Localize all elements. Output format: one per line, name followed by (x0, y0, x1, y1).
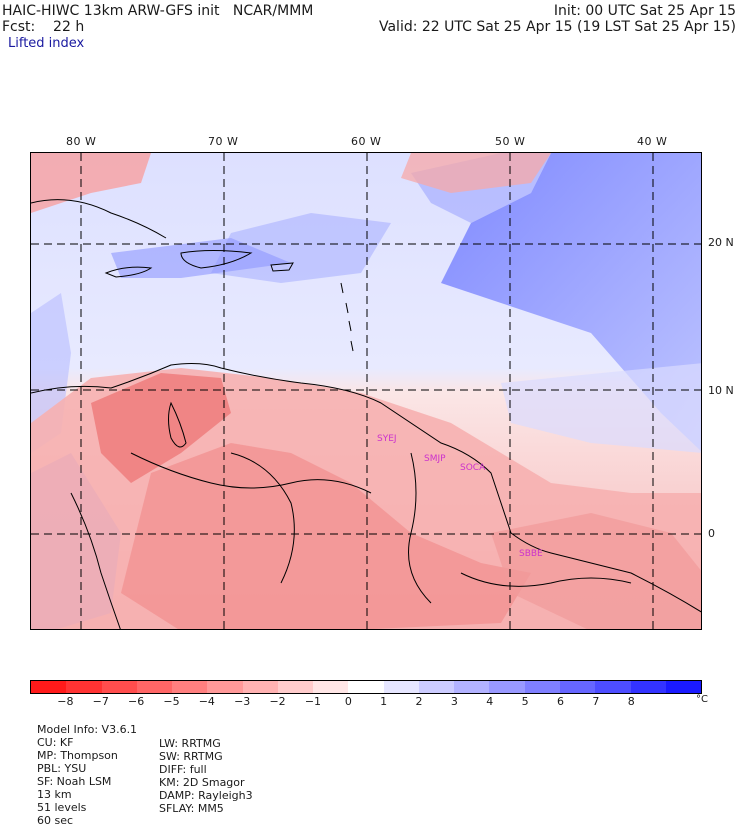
lon-label-60w: 60 W (351, 135, 382, 148)
colorbar-tick-label: −2 (269, 695, 286, 708)
init-time: Init: 00 UTC Sat 25 Apr 15 (553, 3, 736, 19)
colorbar-unit: °C (696, 694, 708, 705)
graticule (31, 153, 701, 629)
lat-label-20n: 20 N (708, 236, 734, 249)
colorbar-swatch (559, 681, 596, 693)
colorbar-tick-label: 2 (415, 695, 423, 708)
colorbar-tick-label: −3 (234, 695, 251, 708)
footer-line1: Model Info: V3.6.1 CU: KF MP: Thompson P… (30, 710, 151, 827)
colorbar-swatch (630, 681, 666, 693)
footer-line2: LW: RRTMG SW: RRTMG DIFF: full KM: 2D Sm… (152, 724, 263, 815)
colorbar-swatch (348, 681, 384, 693)
colorbar-swatch (524, 681, 560, 693)
lon-label-70w: 70 W (208, 135, 239, 148)
footer-model-info: Model Info: V3.6.1 (37, 723, 138, 736)
station-soca: SOCA (460, 463, 486, 473)
colorbar-swatch (136, 681, 173, 693)
colorbar-tick-label: −8 (57, 695, 74, 708)
colorbar-tick-label: 6 (557, 695, 565, 708)
footer-km: KM: 2D Smagor (159, 776, 245, 789)
footer-sw: SW: RRTMG (159, 750, 223, 763)
colorbar-swatch (418, 681, 455, 693)
lon-label-50w: 50 W (495, 135, 526, 148)
footer-res: 13 km (37, 788, 72, 801)
forecast-hour: Fcst: 22 h (2, 19, 85, 35)
station-syej: SYEJ (377, 434, 397, 444)
colorbar-tick-label: 5 (521, 695, 529, 708)
station-smjp: SMJP (424, 454, 446, 464)
footer-cu: CU: KF (37, 736, 74, 749)
valid-time: Valid: 22 UTC Sat 25 Apr 15 (19 LST Sat … (378, 19, 736, 35)
colorbar-tick-label: 0 (344, 695, 352, 708)
lon-label-80w: 80 W (66, 135, 97, 148)
footer-sflay: SFLAY: MM5 (159, 802, 224, 815)
footer-diff: DIFF: full (159, 763, 207, 776)
colorbar-swatch (31, 681, 67, 693)
colorbar-tick-label: −5 (163, 695, 180, 708)
unstable-core-brazil (491, 513, 701, 629)
colorbar-swatch (454, 681, 490, 693)
footer-mp: MP: Thompson (37, 749, 118, 762)
field-name: Lifted index (8, 36, 85, 51)
lifted-index-map: SYEJ SMJP SOCA SBBE (30, 152, 702, 630)
unstable-core-colombia (91, 373, 231, 483)
station-sbbe: SBBE (519, 549, 543, 559)
colorbar-swatch (665, 681, 702, 693)
colorbar-swatch (313, 681, 349, 693)
footer-sf: SF: Noah LSM (37, 775, 112, 788)
colorbar-swatch (595, 681, 631, 693)
lat-label-10n: 10 N (708, 384, 734, 397)
footer-pbl: PBL: YSU (37, 762, 87, 775)
colorbar-swatch (66, 681, 102, 693)
stable-region-atlantic (501, 363, 701, 453)
colorbar (30, 680, 702, 694)
unstable-region-northwest (31, 153, 151, 213)
stable-region-caribbean (111, 238, 291, 278)
colorbar-tick-label: 3 (450, 695, 458, 708)
colorbar-tick-label: 8 (627, 695, 635, 708)
unstable-region-northeast (401, 153, 551, 193)
colorbar-tick-label: −6 (127, 695, 145, 708)
colorbar-tick-label: 1 (380, 695, 388, 708)
lon-label-40w: 40 W (637, 135, 668, 148)
footer-damp: DAMP: Rayleigh3 (159, 789, 253, 802)
colorbar-swatch (101, 681, 137, 693)
colorbar-tick-label: 7 (592, 695, 600, 708)
colorbar-tick-label: −4 (198, 695, 215, 708)
colorbar-tick-label: −1 (304, 695, 322, 708)
model-title: HAIC-HIWC 13km ARW-GFS init NCAR/MMM (2, 3, 314, 19)
colorbar-swatch (277, 681, 314, 693)
footer-lw: LW: RRTMG (159, 737, 221, 750)
colorbar-swatch (489, 681, 525, 693)
footer-levels: 51 levels (37, 801, 87, 814)
lat-label-0: 0 (708, 527, 715, 540)
colorbar-tick-label: −7 (92, 695, 109, 708)
colorbar-swatch (242, 681, 278, 693)
colorbar-swatch (172, 681, 208, 693)
colorbar-swatch (207, 681, 243, 693)
footer-timestep: 60 sec (37, 814, 74, 827)
colorbar-tick-label: 4 (486, 695, 494, 708)
coastlines (31, 199, 701, 629)
colorbar-swatch (383, 681, 419, 693)
